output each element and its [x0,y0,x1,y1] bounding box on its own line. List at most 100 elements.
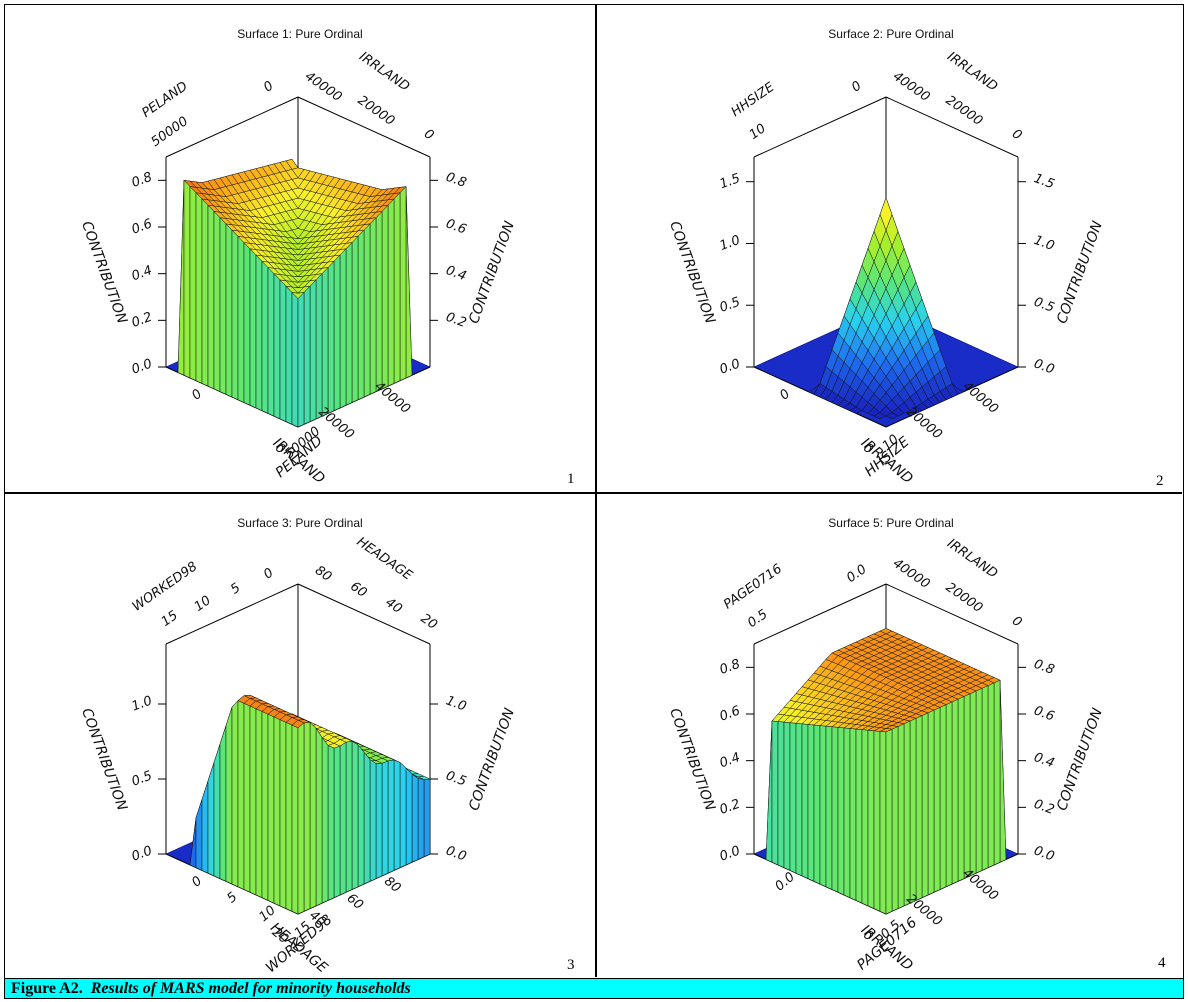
back-right-tick-label: 0 [1009,126,1024,143]
panel-1: Surface 1: Pure Ordinal 0.0 0.2 0.4 0.6 0.8 0… [5,5,595,492]
back-right-tick-label: 40000 [302,69,344,105]
surface-wall [375,763,383,879]
axis-line [297,96,431,158]
divider-vertical [595,5,597,977]
back-left-tick-label: 5 [228,580,243,597]
back-left-tick-label: 50000 [149,114,191,150]
surface-wall [909,717,917,904]
panel-2: Surface 2: Pure Ordinal 0.0 0.5 1.0 1.5 0.0 0… [596,5,1183,492]
surface-wall [795,723,803,877]
z-tick-label-left: 0.8 [130,170,155,191]
surface-wall [405,186,413,379]
z-tick-label-right: 0.6 [1032,703,1057,724]
axis-line [297,583,431,645]
back-right-axis-label: IRRLAND [944,536,1000,581]
surface-plot-group: 0.0 0.2 0.4 0.6 0.8 0.2 0.4 0.6 0.8 CONTRIBUTION C… [78,49,518,487]
back-left-tick-label: 0.5 [745,607,771,631]
panel-title: Surface 1: Pure Ordinal [237,27,363,41]
z-tick-label-right: 0.4 [444,263,469,284]
surface-wall [915,715,923,901]
surface-wall [339,741,347,896]
surface-wall [213,210,221,392]
surface-wall [303,722,311,912]
z-tick-label-left: 0.0 [718,356,743,377]
surface-wall [963,693,971,879]
back-left-tick-label: 10 [192,593,214,615]
back-right-axis-label: HEADAGE [354,534,416,583]
surface-wall [327,260,335,414]
surface-wall [279,719,287,909]
panel-4: Surface 5: Pure Ordinal 0.0 0.2 0.4 0.6 0.8 0… [596,494,1183,978]
surface-wall [855,728,863,904]
back-left-tick-label: 10 [747,121,769,143]
surface-wall [843,727,851,899]
surface-wall [903,720,911,907]
surface-wall [975,687,983,874]
surface-wall [309,721,317,909]
surface-wall [273,716,281,907]
y-tick-label: 0.0 [772,870,797,895]
axis-line [165,96,299,158]
back-left-axis-label: WORKED98 [130,559,200,615]
surface-wall [849,728,857,901]
panel-number: 1 [567,471,575,487]
back-right-tick-label: 0 [1009,613,1024,630]
surface-wall [189,185,197,382]
y-tick-label: 0 [189,387,205,404]
surface-wall [321,266,329,417]
surface-plot-4: 0.0 0.2 0.4 0.6 0.8 0.0 0.2 0.4 0.6 0.8 CONTRIBUTI… [666,536,1106,974]
surface-wall [381,760,389,877]
surface-wall [363,751,371,885]
z-tick-label-left: 0.6 [718,703,743,724]
z-axis-label-left: CONTRIBUTION [666,219,718,326]
z-tick-label-left: 0.6 [130,216,155,237]
z-tick-label-right: 0.2 [444,310,469,331]
surface-cell [885,412,899,420]
surface-wall [357,744,365,888]
surface-wall [417,778,425,860]
axis-line [885,96,1019,158]
surface-wall [333,745,341,899]
z-axis-label-right: CONTRIBUTION [466,706,518,813]
surface-wall [231,229,239,401]
surface-wall [351,740,359,890]
figure-grid: Surface 1: Pure Ordinal 0.0 0.2 0.4 0.6 0.8 0… [4,4,1184,979]
back-left-tick-label: 0 [261,565,276,582]
surface-wall [789,722,797,874]
z-tick-label-right: 0.2 [1032,797,1057,818]
z-tick-label-right: 1.0 [444,693,469,714]
surface-wall [207,204,215,390]
z-tick-label-right: 1.0 [1032,233,1057,254]
back-right-tick-label: 20000 [355,93,397,129]
surface-wall [369,217,377,395]
surface-wall [243,242,251,406]
surface-wall [315,273,323,420]
back-right-tick-label: 20000 [943,93,985,129]
surface-wall [765,720,773,863]
z-tick-label-right: 0.8 [1032,657,1057,678]
surface-wall [201,780,209,874]
surface-wall [825,725,833,890]
surface-wall [213,743,221,879]
z-tick-label-right: 0.6 [444,216,469,237]
surface-wall [879,731,887,915]
surface-wall [207,762,215,877]
surface-wall [219,725,227,882]
surface-wall [981,685,989,871]
surface-wall [897,723,905,909]
back-left-tick-label: 0.0 [844,562,870,586]
surface-wall [399,761,407,869]
surface-wall [987,682,995,869]
surface-wall [231,699,239,888]
back-left-axis-label: HHSIZE [729,79,778,120]
z-axis-label-right: CONTRIBUTION [466,219,518,326]
surface-wall [387,759,395,874]
surface-wall [345,740,353,893]
back-right-tick-label: 0 [421,126,436,143]
z-axis-label-right: CONTRIBUTION [1054,706,1106,813]
surface-wall [969,690,977,877]
surface-plot-group: 0.0 0.2 0.4 0.6 0.8 0.0 0.2 0.4 0.6 0.8 CONTRIBUTI… [666,536,1106,974]
caption-label: Figure A2. [11,980,83,997]
